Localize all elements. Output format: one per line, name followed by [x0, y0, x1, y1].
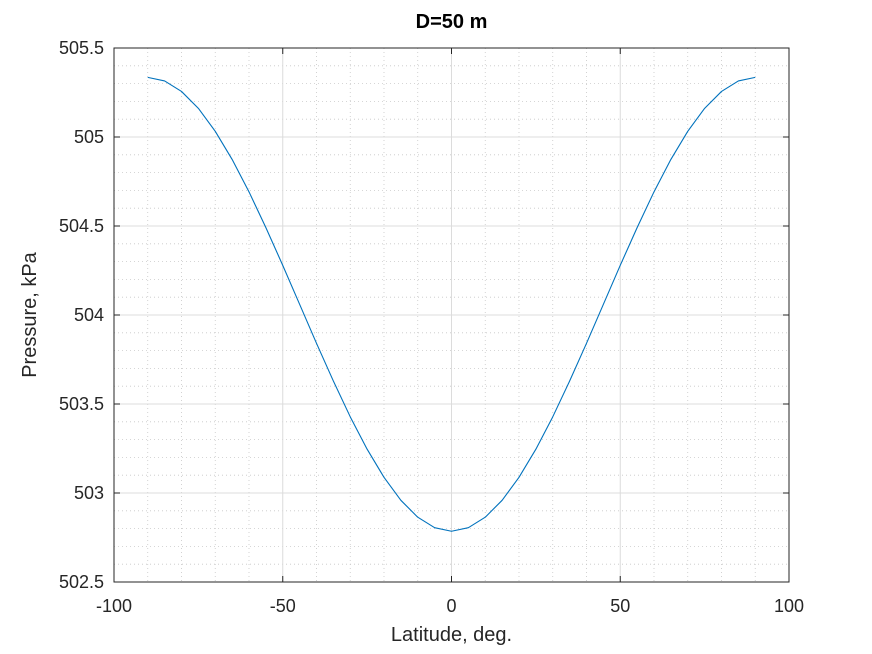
chart-title: D=50 m	[416, 11, 488, 33]
x-tick-label: 0	[446, 596, 456, 616]
y-tick-labels: 502.5 503 503.5 504 504.5 505 505.5	[59, 38, 104, 592]
tick-marks	[113, 47, 790, 583]
y-tick-label: 503.5	[59, 394, 104, 414]
y-tick-label: 505	[74, 127, 104, 147]
x-tick-labels: -100 -50 0 50 100	[96, 596, 804, 616]
series-layer	[147, 76, 756, 532]
y-axis-label: Pressure, kPa	[19, 251, 41, 377]
x-tick-label: -100	[96, 596, 132, 616]
x-tick-label: 50	[610, 596, 630, 616]
y-tick-label: 505.5	[59, 38, 104, 58]
x-tick-label: -50	[270, 596, 296, 616]
y-tick-label: 502.5	[59, 572, 104, 592]
x-axis-label: Latitude, deg.	[391, 624, 512, 646]
series-line	[147, 76, 756, 532]
x-tick-label: 100	[774, 596, 804, 616]
y-tick-label: 503	[74, 483, 104, 503]
y-tick-label: 504.5	[59, 216, 104, 236]
y-tick-label: 504	[74, 305, 104, 325]
